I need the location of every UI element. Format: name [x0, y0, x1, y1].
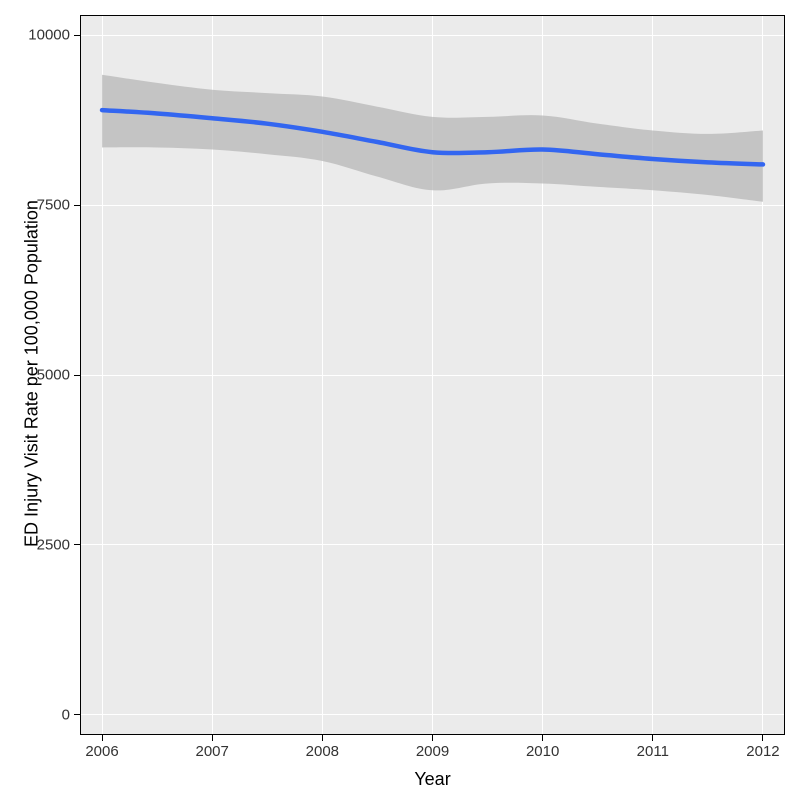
- y-tick: [74, 375, 80, 376]
- x-tick-label: 2006: [85, 743, 118, 760]
- y-tick-label: 2500: [37, 536, 70, 553]
- x-tick-label: 2007: [196, 743, 229, 760]
- x-tick: [652, 735, 653, 741]
- y-tick: [74, 35, 80, 36]
- gridline-v: [322, 15, 323, 735]
- y-tick-label: 0: [62, 706, 70, 723]
- gridline-v: [212, 15, 213, 735]
- x-tick: [322, 735, 323, 741]
- x-tick-label: 2009: [416, 743, 449, 760]
- x-tick-label: 2010: [526, 743, 559, 760]
- x-tick: [542, 735, 543, 741]
- x-tick: [212, 735, 213, 741]
- y-tick: [74, 544, 80, 545]
- x-tick: [762, 735, 763, 741]
- y-tick-label: 7500: [37, 197, 70, 214]
- y-tick-label: 5000: [37, 367, 70, 384]
- x-tick-label: 2011: [637, 743, 669, 760]
- x-axis-label: Year: [80, 769, 785, 790]
- x-tick: [102, 735, 103, 741]
- gridline-v: [542, 15, 543, 735]
- gridline-v: [102, 15, 103, 735]
- y-tick-label: 10000: [28, 27, 70, 44]
- chart-container: ED Injury Visit Rate per 100,000 Populat…: [0, 0, 800, 804]
- gridline-v: [762, 15, 763, 735]
- x-tick-label: 2012: [746, 743, 779, 760]
- y-tick: [74, 205, 80, 206]
- gridline-v: [432, 15, 433, 735]
- x-tick-label: 2008: [306, 743, 339, 760]
- gridline-v: [652, 15, 653, 735]
- x-tick: [432, 735, 433, 741]
- y-tick: [74, 714, 80, 715]
